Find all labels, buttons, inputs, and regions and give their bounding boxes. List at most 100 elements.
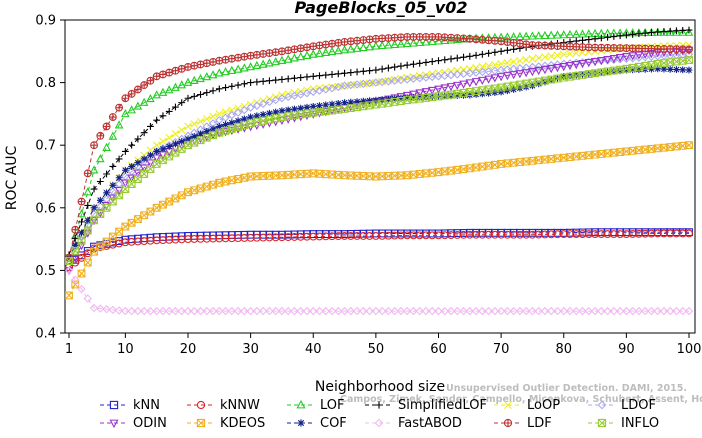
data-point <box>284 46 293 55</box>
data-point <box>297 104 305 112</box>
data-point <box>534 306 543 316</box>
data-point <box>365 306 374 316</box>
data-point <box>371 41 381 50</box>
data-point <box>572 152 581 161</box>
data-point <box>460 53 467 61</box>
data-point <box>71 275 80 284</box>
data-point <box>565 306 575 316</box>
data-point <box>177 80 187 89</box>
data-point <box>528 62 537 72</box>
data-point <box>102 203 111 212</box>
data-point <box>184 122 192 131</box>
data-point <box>140 155 148 163</box>
data-point <box>171 306 180 316</box>
data-point <box>103 170 110 178</box>
data-point <box>177 306 186 316</box>
data-point <box>447 55 455 63</box>
data-point <box>604 33 611 41</box>
data-point <box>571 61 581 70</box>
data-point <box>253 78 261 86</box>
data-point <box>397 62 405 70</box>
data-point <box>77 269 86 278</box>
data-point <box>366 67 374 75</box>
data-point <box>653 306 662 316</box>
data-point <box>465 306 474 316</box>
data-point <box>622 147 631 156</box>
data-point <box>503 46 511 54</box>
x-tick-label: 50 <box>368 342 385 357</box>
data-point <box>660 65 668 73</box>
data-point <box>190 92 198 100</box>
data-point <box>522 56 530 64</box>
data-point <box>227 176 236 185</box>
legend-marker <box>296 399 306 409</box>
data-point <box>634 62 643 71</box>
data-point <box>490 74 500 83</box>
data-point <box>515 64 525 73</box>
data-point <box>266 109 273 117</box>
data-point <box>597 306 606 316</box>
data-point <box>685 141 693 150</box>
data-point <box>496 73 506 82</box>
data-point <box>209 180 217 189</box>
data-point <box>659 306 669 316</box>
data-point <box>146 76 155 85</box>
data-point <box>228 106 236 114</box>
data-point <box>491 89 499 97</box>
data-point <box>215 85 223 93</box>
data-point <box>503 72 512 81</box>
data-point <box>478 306 487 316</box>
data-point <box>672 57 681 66</box>
data-point <box>384 64 392 72</box>
data-point <box>215 306 224 316</box>
data-point <box>71 280 80 289</box>
data-point <box>296 306 305 316</box>
data-point <box>521 63 531 72</box>
data-point <box>453 306 462 316</box>
data-point <box>77 209 86 218</box>
data-point <box>121 185 130 193</box>
data-point <box>202 115 211 123</box>
data-point <box>291 74 298 82</box>
data-point <box>115 227 124 236</box>
data-point <box>134 135 142 143</box>
data-point <box>134 159 142 167</box>
data-point <box>265 306 274 316</box>
data-point <box>247 79 255 86</box>
data-point <box>184 135 192 143</box>
data-point <box>634 53 644 62</box>
axes-layer: 1 10 20 30 40 50 60 70 80 90 100 0.4 0.5 0.6 0.7 0.8 0.9 <box>35 14 701 358</box>
data-point <box>140 211 149 220</box>
data-point <box>534 31 544 40</box>
data-point <box>246 306 255 316</box>
data-point <box>209 125 217 133</box>
data-point <box>214 129 224 138</box>
data-point <box>328 71 336 78</box>
data-point <box>553 51 562 60</box>
data-point <box>353 68 361 76</box>
data-point <box>628 306 637 316</box>
data-point <box>246 62 255 71</box>
data-point <box>240 52 249 61</box>
data-point <box>528 156 537 165</box>
data-point <box>209 131 217 140</box>
data-point <box>259 111 267 118</box>
data-point <box>227 306 237 316</box>
x-tick-label: 60 <box>430 342 447 357</box>
data-point <box>521 306 531 316</box>
data-point <box>478 63 487 71</box>
data-point <box>528 55 537 63</box>
data-point <box>152 141 161 149</box>
data-point <box>541 53 549 61</box>
data-point <box>497 83 506 92</box>
data-point <box>121 108 130 118</box>
data-point <box>296 52 306 61</box>
data-point <box>647 306 656 316</box>
data-point <box>127 174 136 183</box>
data-point <box>133 306 143 316</box>
data-point <box>64 266 74 275</box>
data-point <box>359 97 367 105</box>
data-point <box>228 82 236 90</box>
data-point <box>609 55 619 64</box>
data-point <box>459 165 468 174</box>
